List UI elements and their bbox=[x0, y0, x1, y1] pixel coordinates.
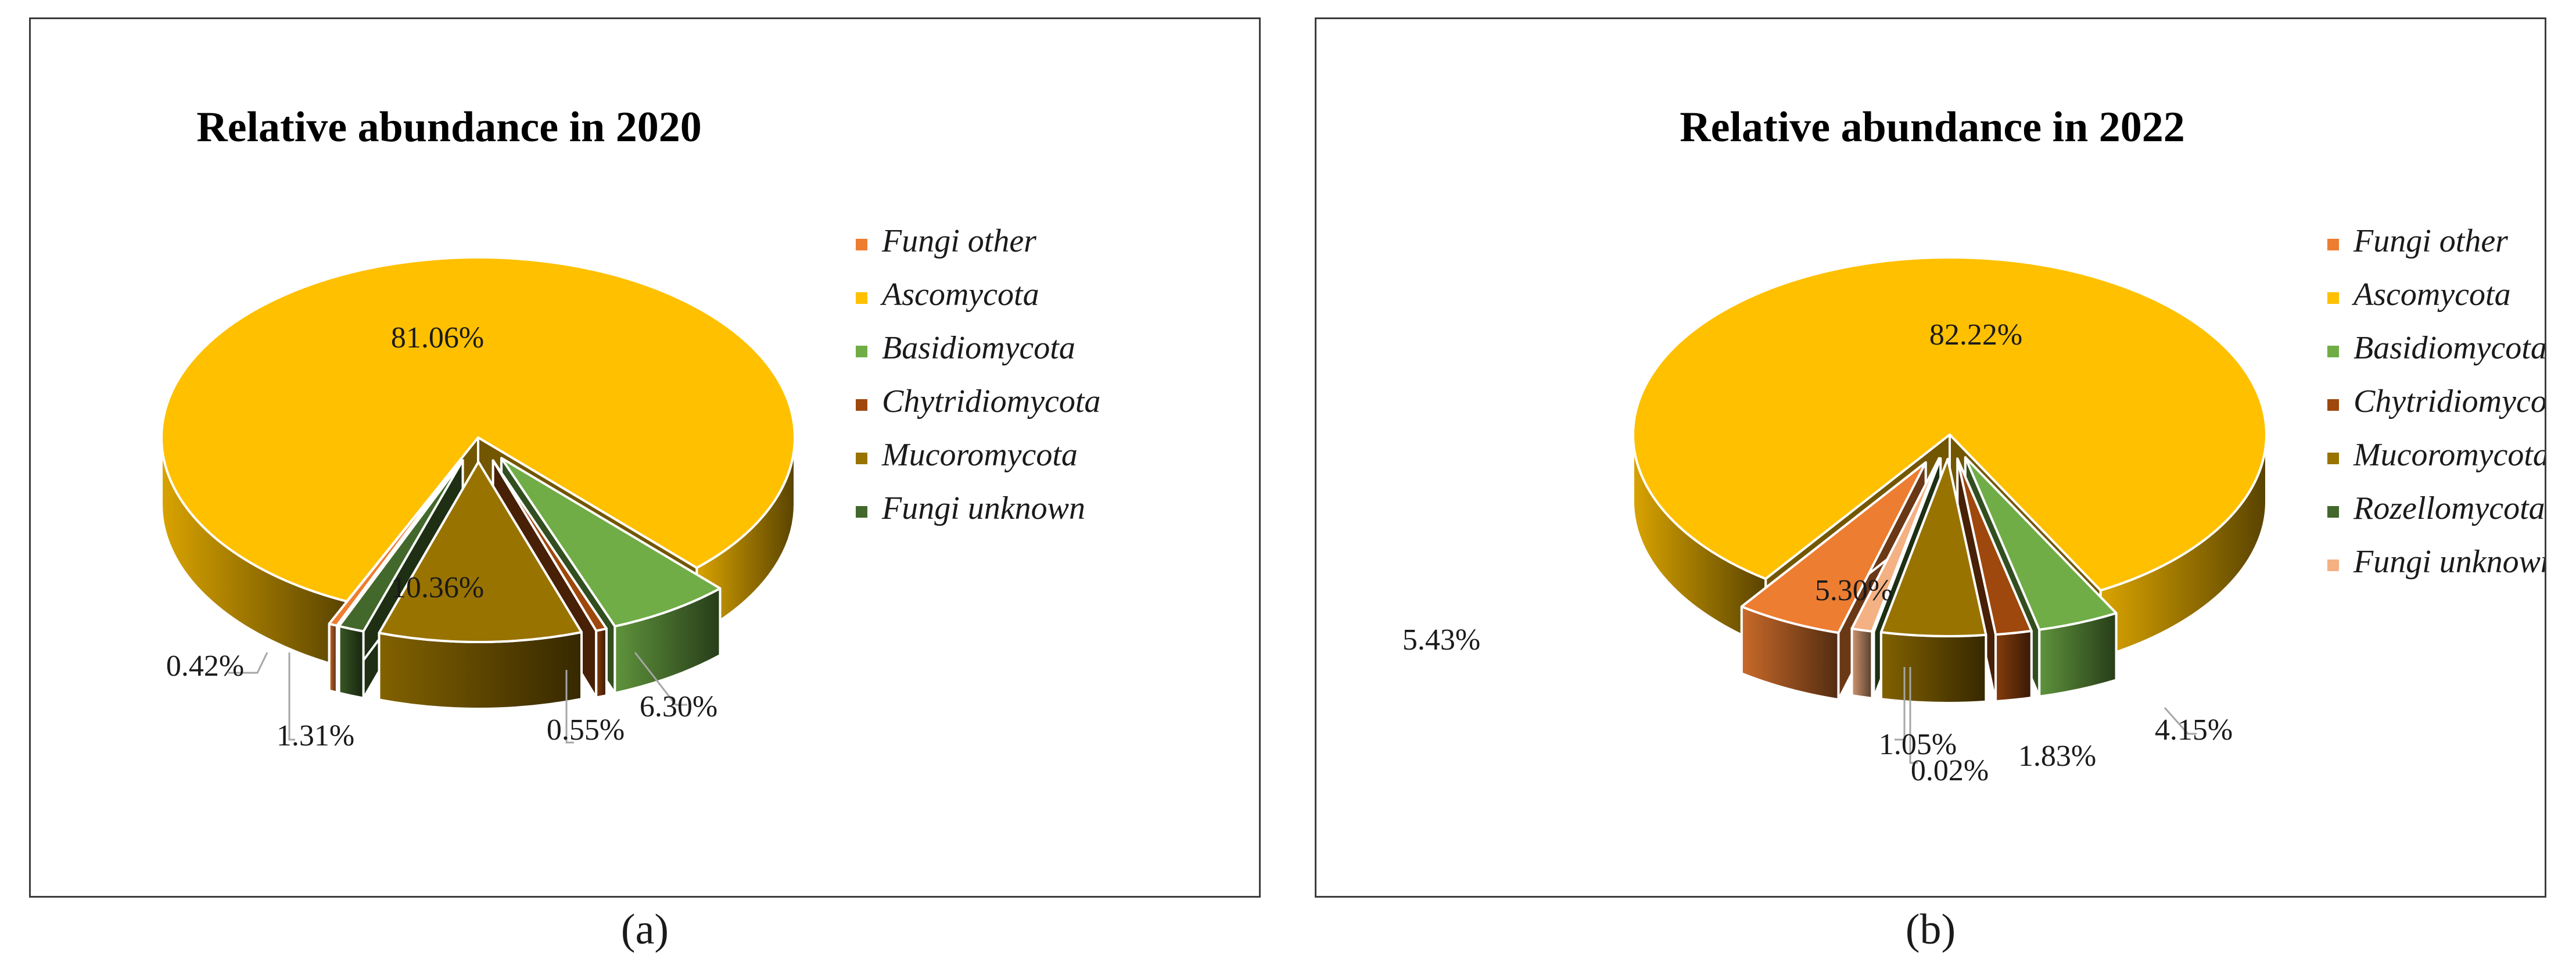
leader-line-chytridiomycota bbox=[565, 670, 574, 744]
chart-title: Relative abundance in 2022 bbox=[1680, 103, 2185, 151]
legend-swatch-basidiomycota bbox=[2327, 346, 2339, 357]
data-label-rozellomycota: 0.02% bbox=[1911, 754, 1989, 787]
data-label-fungi-other: 0.42% bbox=[166, 650, 244, 683]
pie-chart-2022: Relative abundance in 2022 5.43% 82.22% 4.1… bbox=[1402, 103, 2545, 787]
legend-swatch-ascomycota bbox=[2327, 292, 2339, 304]
leader-line-rozellomycota bbox=[1909, 667, 1918, 764]
legend-swatch-fungi-unknown bbox=[2327, 560, 2339, 571]
legend-label-chytridiomycota: Chytridiomycota bbox=[882, 383, 1100, 419]
legend-swatch-mucoromycota bbox=[2327, 453, 2339, 464]
data-label-fungi-other: 5.43% bbox=[1402, 623, 1480, 657]
legend-swatch-ascomycota bbox=[856, 292, 867, 304]
legend-label-ascomycota: Ascomycota bbox=[880, 277, 1039, 313]
legend-label-rozellomycota: Rozellomycota bbox=[2353, 490, 2545, 526]
chart-title: Relative abundance in 2020 bbox=[196, 103, 702, 151]
legend-label-fungi-unknown: Fungi unknown bbox=[2353, 544, 2545, 580]
data-label-basidiomycota: 6.30% bbox=[640, 690, 717, 723]
data-label-fungi-unknown: 1.05% bbox=[1879, 728, 1957, 761]
legend: Fungi other Ascomycota Basidiomycota Chytri… bbox=[856, 223, 1100, 526]
data-label-mucoromycota: 5.30% bbox=[1815, 574, 1893, 607]
legend-label-mucoromycota: Mucoromycota bbox=[881, 437, 1078, 473]
data-label-fungi-unknown: 1.31% bbox=[277, 719, 354, 752]
leader-line-fungi-unknown bbox=[1895, 667, 1906, 741]
legend-label-ascomycota: Ascomycota bbox=[2351, 277, 2511, 313]
legend-swatch-mucoromycota bbox=[856, 453, 867, 464]
legend-label-basidiomycota: Basidiomycota bbox=[882, 330, 1075, 366]
data-label-ascomycota: 81.06% bbox=[391, 321, 484, 354]
legend-swatch-fungi-other bbox=[2327, 239, 2339, 250]
leader-line-basidiomycota bbox=[634, 652, 687, 706]
legend-swatch-chytridiomycota bbox=[2327, 399, 2339, 411]
caption-b: (b) bbox=[1905, 906, 1956, 953]
legend-swatch-fungi-other bbox=[856, 239, 867, 250]
leader-line-basidiomycota bbox=[2164, 707, 2197, 735]
data-label-ascomycota: 82.22% bbox=[1929, 318, 2022, 352]
legend: Fungi other Ascomycota Basidiomycota Chytri… bbox=[2327, 223, 2545, 580]
pie-chart-2020: Relative abundance in 2020 0.42% 81.06% 6.3… bbox=[160, 103, 1100, 752]
legend-label-basidiomycota: Basidiomycota bbox=[2353, 330, 2545, 366]
data-label-basidiomycota: 4.15% bbox=[2155, 713, 2233, 747]
legend-label-fungi-other: Fungi other bbox=[881, 223, 1036, 259]
legend-label-fungi-unknown: Fungi unknown bbox=[881, 490, 1085, 526]
legend-label-mucoromycota: Mucoromycota bbox=[2353, 437, 2545, 473]
leader-line-fungi-unknown bbox=[288, 652, 295, 741]
pie-slice-mucoromycota bbox=[1879, 457, 1987, 704]
legend-swatch-basidiomycota bbox=[856, 346, 867, 357]
data-label-mucoromycota: 10.36% bbox=[391, 571, 484, 604]
leader-line-fungi-other bbox=[228, 652, 268, 674]
legend-swatch-fungi-unknown bbox=[856, 506, 867, 518]
data-label-chytridiomycota: 1.83% bbox=[2018, 740, 2096, 773]
legend-label-chytridiomycota: Chytridiomycota bbox=[2353, 383, 2545, 419]
caption-a: (a) bbox=[620, 906, 669, 953]
chart-panel-2020: Relative abundance in 2020 0.42% 81.06% 6.3… bbox=[29, 17, 1261, 898]
legend-swatch-chytridiomycota bbox=[856, 399, 867, 411]
legend-label-fungi-other: Fungi other bbox=[2353, 223, 2508, 259]
pie-slice-mucoromycota bbox=[378, 460, 583, 710]
legend-swatch-rozellomycota bbox=[2327, 506, 2339, 518]
chart-panel-2022: Relative abundance in 2022 5.43% 82.22% 4.1… bbox=[1315, 17, 2546, 898]
data-label-chytridiomycota: 0.55% bbox=[547, 713, 625, 747]
